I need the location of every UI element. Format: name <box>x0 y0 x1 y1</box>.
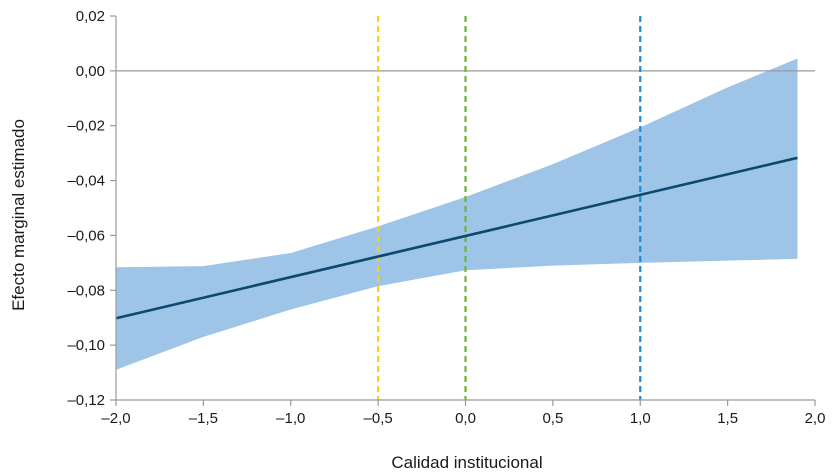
confidence-band <box>116 58 798 370</box>
y-axis-ticks: 0,02 0,00 –0,02 –0,04 –0,06 –0,08 –0,10 –0,12 <box>67 8 116 409</box>
x-axis-title: Calidad institucional <box>391 453 542 472</box>
x-tick-label: 2,0 <box>805 410 826 427</box>
y-tick-label: –0,08 <box>67 282 105 299</box>
x-tick-label: –1,0 <box>276 410 305 427</box>
x-tick-label: 0,0 <box>455 410 476 427</box>
x-axis-ticks: –2,0 –1,5 –1,0 –0,5 0,0 0,5 1,0 1,5 2,0 <box>101 400 825 427</box>
x-tick-label: 1,5 <box>717 410 738 427</box>
estimate-line-0 <box>115 156 798 320</box>
y-axis-title: Efecto marginal estimado <box>9 119 28 311</box>
x-tick-label: –0,5 <box>364 410 393 427</box>
x-tick-label: –1,5 <box>189 410 218 427</box>
x-tick-label: 1,0 <box>630 410 651 427</box>
y-tick-label: 0,02 <box>76 8 105 25</box>
x-tick-label: 0,5 <box>542 410 563 427</box>
y-tick-label: –0,02 <box>67 118 105 135</box>
y-tick-label: 0,00 <box>76 63 105 80</box>
y-tick-label: –0,04 <box>67 173 105 190</box>
y-tick-label: –0,06 <box>67 227 105 244</box>
plot-area <box>115 16 815 401</box>
x-tick-label: –2,0 <box>101 410 130 427</box>
y-tick-label: –0,12 <box>67 392 105 409</box>
y-tick-label: –0,10 <box>67 337 105 354</box>
